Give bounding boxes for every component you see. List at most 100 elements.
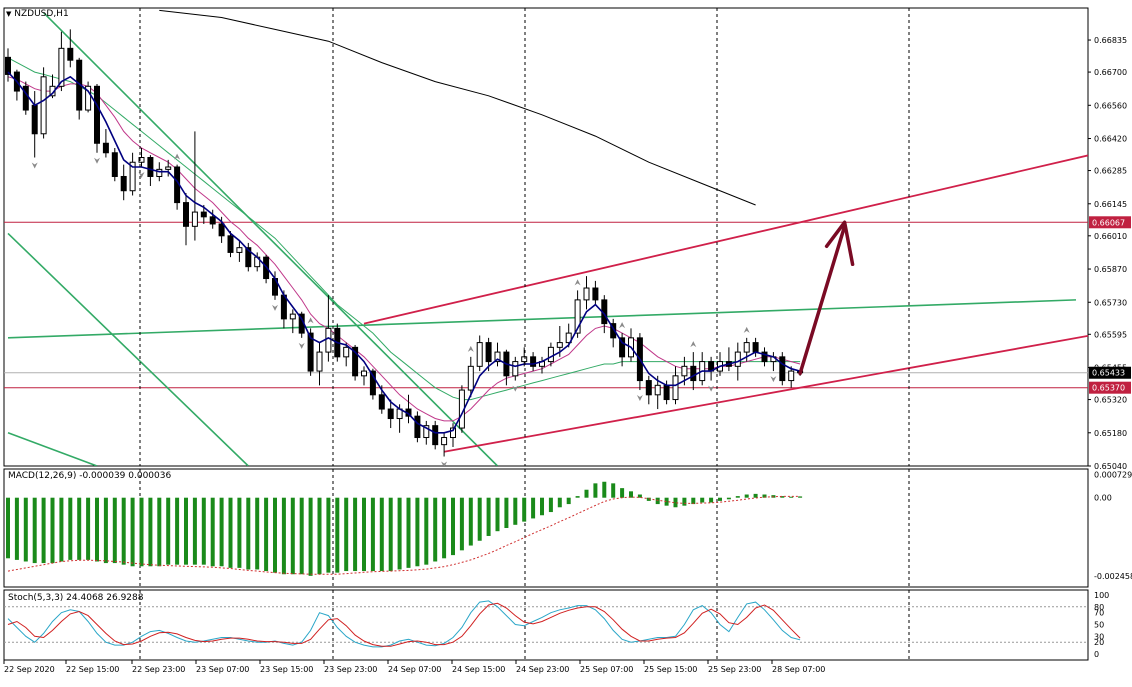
symbol-dropdown[interactable]: ▼ NZDUSD,H1 <box>6 9 69 19</box>
macd-bar <box>326 497 331 573</box>
macd-bar <box>290 497 295 575</box>
macd-bar <box>379 497 384 572</box>
fractal-down-icon <box>708 385 715 392</box>
fractal-down-icon <box>636 395 643 402</box>
candle-body <box>734 351 741 367</box>
macd-bar <box>335 497 340 573</box>
candle-body <box>512 361 519 377</box>
candle <box>610 318 617 348</box>
macd-bar <box>210 497 215 567</box>
channel-line-1 <box>443 334 1088 453</box>
macd-bar <box>655 497 660 505</box>
stoch-tick-label: 50 <box>1094 621 1104 630</box>
forecast-arrow-shaft <box>798 224 847 376</box>
macd-bar <box>602 481 607 498</box>
price-tick-label: 0.66285 <box>1094 167 1127 176</box>
stoch-title: Stoch(5,3,3) 24.4068 26.9288 <box>8 593 144 603</box>
macd-bar <box>219 497 224 567</box>
macd-bar <box>308 497 313 576</box>
price-tick-label: 0.65870 <box>1094 265 1127 274</box>
candle <box>129 152 136 196</box>
time-label: 25 Sep 23:00 <box>708 665 761 674</box>
candle-body <box>378 394 385 410</box>
macd-bar <box>201 497 206 565</box>
time-label: 23 Sep 23:00 <box>324 665 377 674</box>
macd-bar <box>41 497 46 564</box>
macd-bar <box>281 497 286 575</box>
macd-bar <box>344 497 349 572</box>
candle-body <box>316 351 323 372</box>
price-label: 0.66067 <box>1092 218 1125 227</box>
macd-bar <box>611 483 616 498</box>
candle-body <box>441 437 448 446</box>
candle-body <box>191 211 198 227</box>
stoch-tick-label: 100 <box>1094 591 1109 600</box>
sma-fast-line <box>7 71 801 434</box>
macd-bar <box>192 497 197 565</box>
macd-bar <box>59 497 64 562</box>
price-label-box <box>1089 381 1131 394</box>
time-label: 23 Sep 15:00 <box>260 665 313 674</box>
macd-bar <box>789 496 794 498</box>
candle <box>405 394 412 424</box>
macd-bar <box>477 497 482 541</box>
candle <box>387 399 394 429</box>
candle-body <box>672 375 679 401</box>
macd-bar <box>468 497 473 546</box>
candle <box>619 333 626 367</box>
fractal-up-icon <box>467 345 474 352</box>
candle-body <box>111 152 118 177</box>
candle-body <box>343 346 350 358</box>
candle-body <box>619 337 626 358</box>
stoch-tick-label: 80 <box>1094 603 1104 612</box>
fractal-down-icon <box>272 304 278 311</box>
candle-body <box>5 56 11 75</box>
green-trend-3 <box>7 232 249 466</box>
macd-bar <box>228 497 233 568</box>
candle-body <box>361 370 367 377</box>
price-tick-label: 0.65730 <box>1094 298 1127 307</box>
candle-body <box>743 342 750 353</box>
macd-bar <box>780 496 785 498</box>
candle-body <box>654 384 661 396</box>
macd-bar <box>317 497 322 575</box>
candle <box>227 231 234 258</box>
candle <box>102 129 109 158</box>
macd-bar <box>32 497 37 564</box>
macd-bar <box>6 497 10 559</box>
macd-bar <box>14 497 19 560</box>
candle-body <box>227 235 234 253</box>
macd-bar <box>798 496 803 498</box>
fractal-down-icon <box>94 157 100 164</box>
candle <box>592 280 599 305</box>
candle <box>494 342 501 367</box>
macd-bar <box>459 497 464 551</box>
candle <box>191 131 198 241</box>
macd-bar <box>175 497 180 565</box>
forecast-arrow-head <box>824 220 855 267</box>
candle <box>521 347 528 367</box>
macd-bar <box>700 497 705 503</box>
candle-body <box>485 342 492 363</box>
pane-frame-stoch <box>3 589 1089 661</box>
chevron-down-icon[interactable]: ▼ <box>6 10 12 18</box>
candle-body <box>307 332 314 372</box>
candle <box>539 356 545 374</box>
candle-body <box>387 408 394 420</box>
fractal-down-icon <box>441 461 448 466</box>
candle <box>236 240 243 262</box>
macd-bar <box>709 497 714 503</box>
macd-bar <box>584 489 589 498</box>
candle <box>22 81 29 115</box>
macd-bar <box>370 497 375 572</box>
time-label: 28 Sep 07:00 <box>772 665 825 674</box>
stoch-tick-label: 0 <box>1094 650 1099 659</box>
macd-bar <box>77 497 82 560</box>
macd-bar <box>255 497 260 570</box>
candle-body <box>530 356 537 367</box>
price-tick-label: 0.66700 <box>1094 68 1127 77</box>
green-trend-1 <box>7 299 1077 339</box>
candle <box>752 337 759 357</box>
